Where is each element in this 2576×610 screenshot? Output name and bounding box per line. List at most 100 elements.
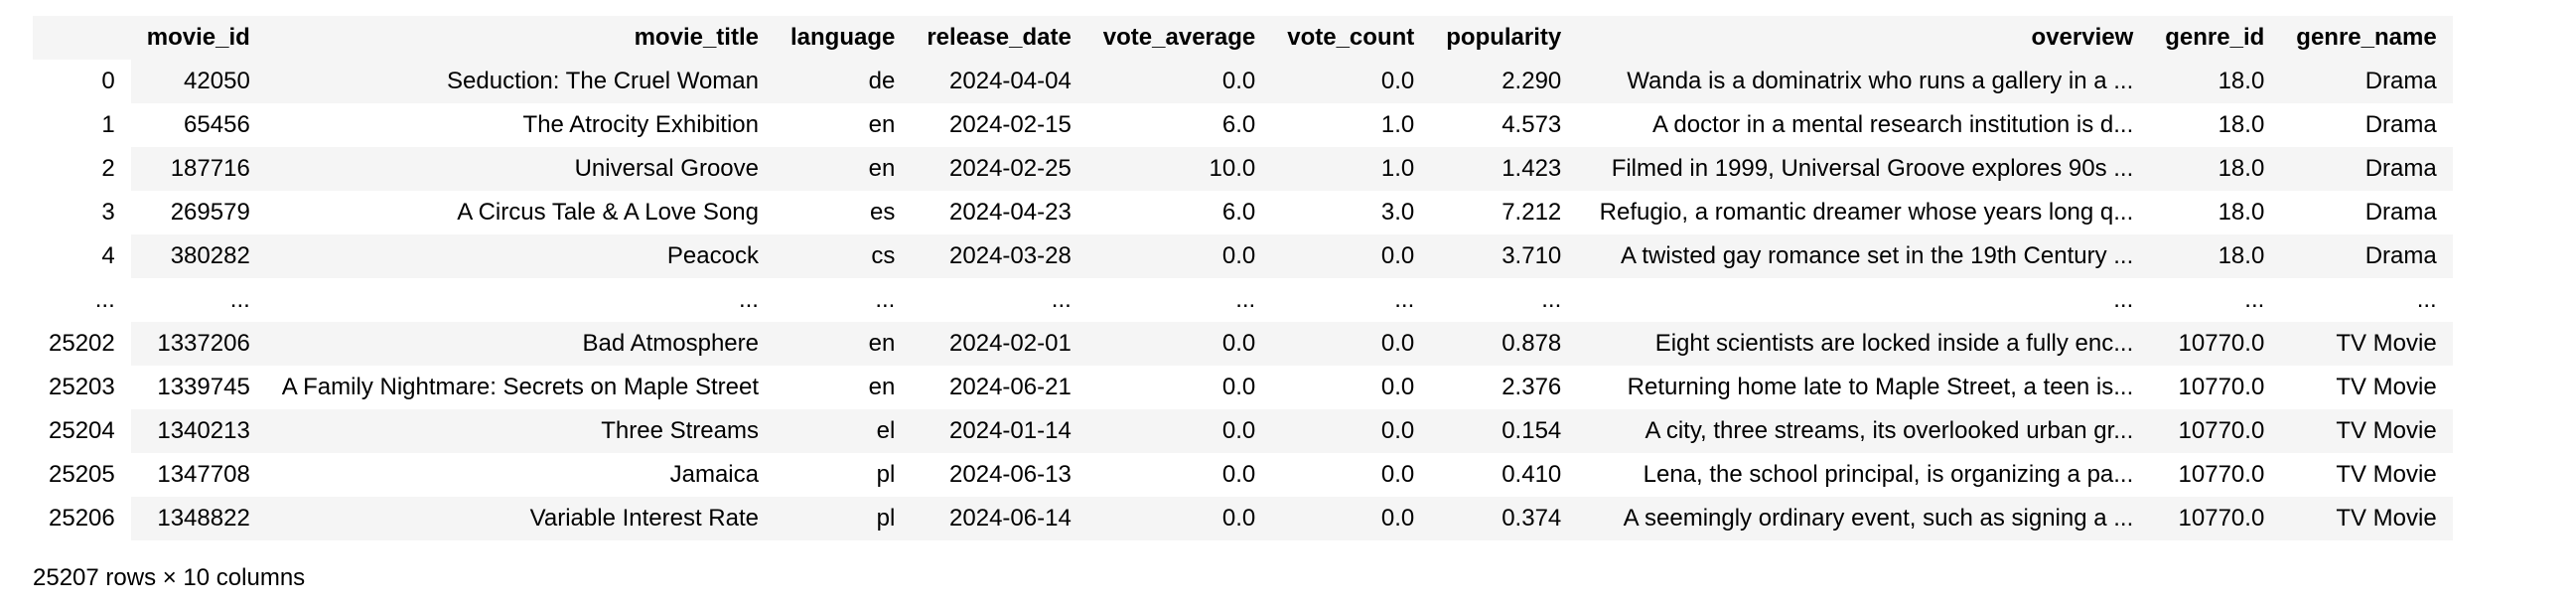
cell-genre-name: Drama — [2280, 147, 2453, 191]
cell-genre-id: 10770.0 — [2149, 409, 2281, 453]
cell-index: 25205 — [49, 461, 115, 488]
cell-overview: Filmed in 1999, Universal Groove explore… — [1577, 147, 2150, 191]
cell-index: 4 — [101, 242, 115, 269]
cell-genre-id: 10770.0 — [2149, 497, 2281, 540]
cell-movie-title: ... — [265, 278, 775, 322]
cell-movie-title: A Family Nightmare: Secrets on Maple Str… — [265, 366, 775, 409]
dataframe-output: movie_id movie_title language release_date v… — [33, 16, 2453, 540]
cell-overview: Eight scientists are locked inside a ful… — [1577, 322, 2150, 366]
cell-vote-average: 0.0 — [1086, 60, 1272, 103]
cell-vote-average: 0.0 — [1086, 322, 1272, 366]
cell-genre-name: TV Movie — [2280, 497, 2453, 540]
cell-movie-id: 42050 — [130, 60, 266, 103]
cell-movie-id: 187716 — [130, 147, 266, 191]
cell-release-date: 2024-01-14 — [911, 409, 1087, 453]
cell-movie-id: 1337206 — [130, 322, 266, 366]
cell-genre-id: 18.0 — [2149, 103, 2281, 147]
cell-popularity: 2.376 — [1430, 366, 1578, 409]
cell-genre-name: TV Movie — [2280, 366, 2453, 409]
cell-index: 1 — [101, 111, 115, 138]
cell-language: de — [774, 60, 912, 103]
cell-popularity: 0.878 — [1430, 322, 1578, 366]
cell-movie-title: Seduction: The Cruel Woman — [265, 60, 775, 103]
column-header-index — [33, 16, 131, 60]
cell-overview: A twisted gay romance set in the 19th Ce… — [1577, 234, 2150, 278]
table-row: 3 269579 A Circus Tale & A Love Song es 2024… — [33, 191, 2453, 234]
cell-vote-average: 6.0 — [1086, 103, 1272, 147]
cell-genre-id: 18.0 — [2149, 191, 2281, 234]
cell-release-date: 2024-03-28 — [911, 234, 1087, 278]
cell-movie-title: Universal Groove — [265, 147, 775, 191]
cell-vote-count: 0.0 — [1271, 453, 1431, 497]
cell-vote-count: 0.0 — [1271, 366, 1431, 409]
cell-vote-average: 10.0 — [1086, 147, 1272, 191]
cell-movie-id: 65456 — [130, 103, 266, 147]
cell-index: 3 — [101, 199, 115, 226]
cell-vote-average: 0.0 — [1086, 366, 1272, 409]
cell-language: pl — [774, 497, 912, 540]
cell-vote-count: 0.0 — [1271, 497, 1431, 540]
cell-genre-id: 18.0 — [2149, 147, 2281, 191]
cell-genre-id: 10770.0 — [2149, 453, 2281, 497]
cell-popularity: 7.212 — [1430, 191, 1578, 234]
table-row: 25202 1337206 Bad Atmosphere en 2024-02-01 0.… — [33, 322, 2453, 366]
ellipsis-row: ................................. — [33, 278, 2453, 322]
cell-vote-count: 3.0 — [1271, 191, 1431, 234]
cell-movie-title: Peacock — [265, 234, 775, 278]
cell-overview: A seemingly ordinary event, such as sign… — [1577, 497, 2150, 540]
table-body: 0 42050 Seduction: The Cruel Woman de 2024-0… — [33, 60, 2453, 540]
cell-overview: ... — [1577, 278, 2150, 322]
cell-overview: Returning home late to Maple Street, a t… — [1577, 366, 2150, 409]
cell-vote-average: 6.0 — [1086, 191, 1272, 234]
column-header-vote-average: vote_average — [1086, 16, 1272, 60]
table-row: 1 65456 The Atrocity Exhibition en 2024-02-1… — [33, 103, 2453, 147]
cell-popularity: ... — [1430, 278, 1578, 322]
cell-release-date: 2024-04-23 — [911, 191, 1087, 234]
column-header-genre-name: genre_name — [2280, 16, 2453, 60]
cell-genre-id: 18.0 — [2149, 234, 2281, 278]
cell-language: el — [774, 409, 912, 453]
cell-genre-name: Drama — [2280, 103, 2453, 147]
cell-release-date: 2024-02-01 — [911, 322, 1087, 366]
cell-popularity: 0.374 — [1430, 497, 1578, 540]
cell-release-date: 2024-02-15 — [911, 103, 1087, 147]
cell-genre-name: TV Movie — [2280, 453, 2453, 497]
table-row: 2 187716 Universal Groove en 2024-02-25 10.0 1… — [33, 147, 2453, 191]
table-row: 25203 1339745 A Family Nightmare: Secrets … — [33, 366, 2453, 409]
cell-vote-count: 0.0 — [1271, 234, 1431, 278]
column-header-language: language — [774, 16, 912, 60]
cell-language: en — [774, 103, 912, 147]
cell-release-date: 2024-06-14 — [911, 497, 1087, 540]
cell-release-date: 2024-06-13 — [911, 453, 1087, 497]
header-row: movie_id movie_title language release_date v… — [33, 16, 2453, 60]
cell-movie-title: Variable Interest Rate — [265, 497, 775, 540]
cell-movie-title: The Atrocity Exhibition — [265, 103, 775, 147]
table-row: 25206 1348822 Variable Interest Rate pl 2024… — [33, 497, 2453, 540]
cell-index: 25204 — [49, 417, 115, 444]
cell-movie-id: 1340213 — [130, 409, 266, 453]
cell-vote-count: ... — [1271, 278, 1431, 322]
cell-genre-name: Drama — [2280, 191, 2453, 234]
cell-language: en — [774, 366, 912, 409]
cell-popularity: 4.573 — [1430, 103, 1578, 147]
cell-overview: A doctor in a mental research institutio… — [1577, 103, 2150, 147]
cell-genre-name: ... — [2280, 278, 2453, 322]
cell-release-date: 2024-04-04 — [911, 60, 1087, 103]
cell-vote-average: ... — [1086, 278, 1272, 322]
cell-language: pl — [774, 453, 912, 497]
cell-vote-average: 0.0 — [1086, 497, 1272, 540]
cell-index: 2 — [101, 155, 115, 182]
cell-language: es — [774, 191, 912, 234]
cell-release-date: ... — [911, 278, 1087, 322]
column-header-popularity: popularity — [1430, 16, 1578, 60]
cell-movie-id: 1339745 — [130, 366, 266, 409]
cell-movie-id: ... — [130, 278, 266, 322]
cell-vote-count: 0.0 — [1271, 409, 1431, 453]
table-summary: 25207 rows × 10 columns — [33, 564, 306, 591]
cell-movie-id: 1348822 — [130, 497, 266, 540]
cell-language: cs — [774, 234, 912, 278]
table-row: 4 380282 Peacock cs 2024-03-28 0.0 0.0 3.710 A t… — [33, 234, 2453, 278]
cell-index: 25206 — [49, 505, 115, 532]
cell-vote-count: 1.0 — [1271, 147, 1431, 191]
cell-release-date: 2024-02-25 — [911, 147, 1087, 191]
